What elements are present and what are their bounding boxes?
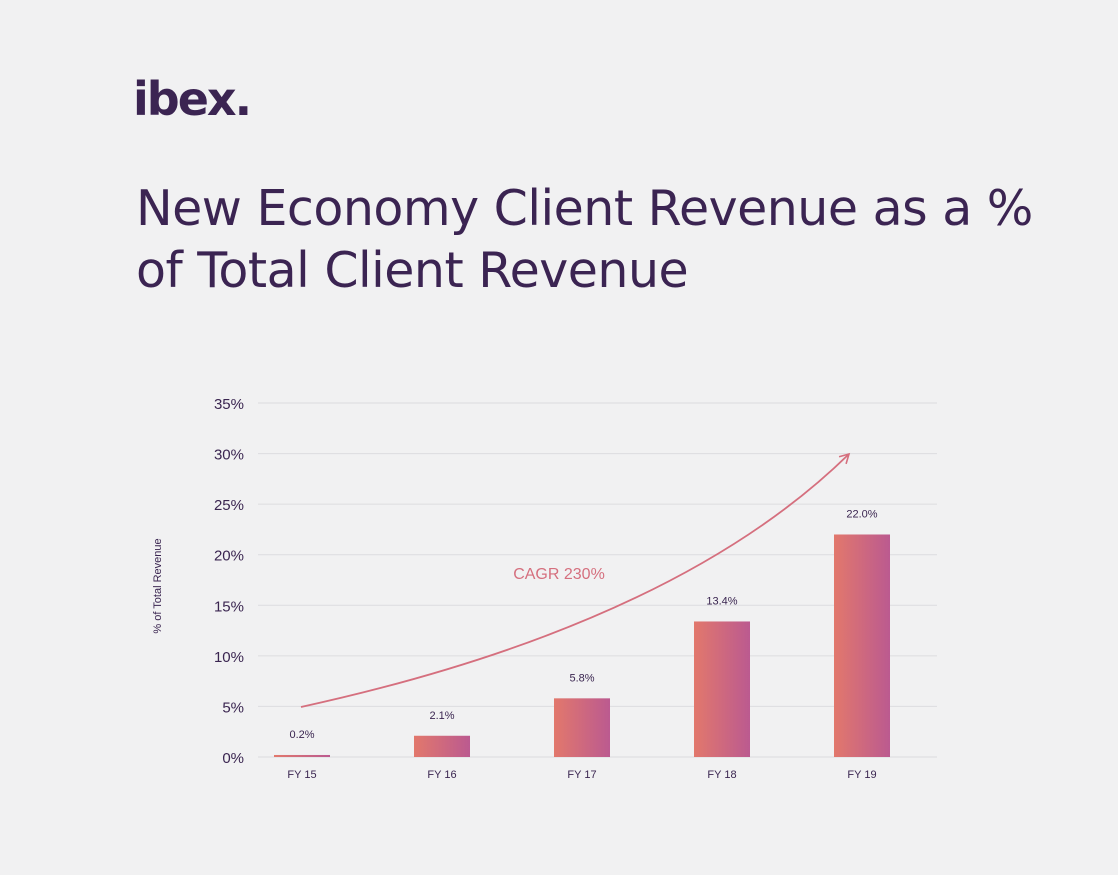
bar — [414, 735, 470, 757]
data-label: 0.2% — [289, 729, 314, 741]
x-tick-label: FY 15 — [287, 769, 316, 781]
y-tick-label: 5% — [222, 699, 244, 716]
data-label: 13.4% — [706, 595, 737, 607]
ibex-logo: ibex. — [133, 72, 252, 126]
y-tick-label: 25% — [214, 497, 244, 514]
x-tick-label: FY 18 — [707, 769, 736, 781]
y-tick-label: 35% — [214, 396, 244, 413]
y-axis-label: % of Total Revenue — [152, 538, 164, 633]
x-tick-label: FY 16 — [427, 769, 456, 781]
y-tick-label: 30% — [214, 447, 244, 464]
y-tick-label: 20% — [214, 548, 244, 565]
y-tick-label: 0% — [222, 750, 244, 767]
bar — [554, 698, 610, 757]
chart-title: New Economy Client Revenue as a % of Tot… — [136, 180, 1033, 299]
y-tick-label: 10% — [214, 649, 244, 666]
x-tick-label: FY 19 — [847, 769, 876, 781]
cagr-annotation: CAGR 230% — [513, 566, 605, 583]
data-label: 2.1% — [429, 710, 454, 722]
x-tick-label: FY 17 — [567, 769, 596, 781]
bar — [694, 621, 750, 757]
data-label: 22.0% — [846, 508, 877, 520]
y-tick-label: 15% — [214, 598, 244, 615]
cagr-trend-arrow — [300, 452, 851, 708]
bar — [274, 754, 330, 757]
bar — [834, 534, 890, 757]
data-label: 5.8% — [569, 672, 594, 684]
